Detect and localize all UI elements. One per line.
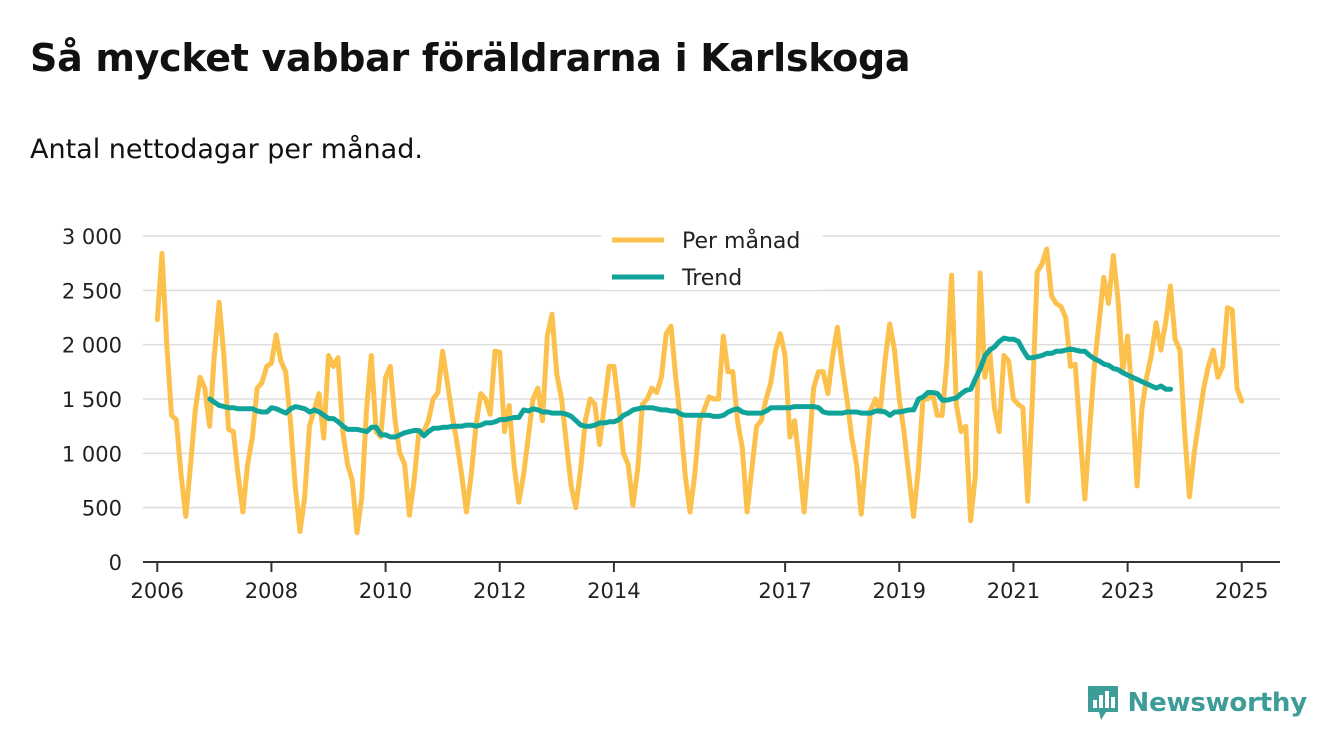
chart-subtitle: Antal nettodagar per månad.: [30, 134, 423, 165]
x-tick-label: 2006: [131, 579, 184, 603]
series-layer: [154, 246, 1245, 536]
series-line-per-manad: [154, 246, 1245, 536]
y-tick-label: 0: [109, 551, 122, 575]
legend: Per månad Trend: [601, 224, 823, 291]
y-tick-label: 3 000: [62, 225, 122, 249]
x-tick-label: 2008: [245, 579, 298, 603]
bar-chart-logo-icon: [1087, 686, 1118, 720]
x-axis-ticks: 2006 2008 2010 2012 2014 2017 2019 2021 2023 2025: [131, 562, 1268, 603]
y-axis-ticks: 0 500 1 000 1 500 2 000 2 500 3 000: [62, 225, 122, 575]
x-tick-label: 2023: [1101, 579, 1154, 603]
y-tick-label: 500: [82, 497, 122, 521]
x-tick-label: 2014: [587, 579, 640, 603]
brand-name: Newsworthy: [1127, 688, 1308, 718]
y-tick-label: 2 500: [62, 279, 122, 303]
legend-label-trend: Trend: [681, 266, 742, 291]
series-line-trend: [207, 335, 1174, 440]
y-tick-label: 1 500: [62, 388, 122, 412]
x-tick-label: 2017: [758, 579, 811, 603]
y-tick-label: 2 000: [62, 334, 122, 358]
x-tick-label: 2019: [873, 579, 926, 603]
x-tick-label: 2010: [359, 579, 412, 603]
brand-logo: Newsworthy: [1086, 684, 1307, 722]
y-tick-label: 1 000: [62, 442, 122, 466]
x-tick-label: 2012: [473, 579, 526, 603]
legend-label-per-manad: Per månad: [682, 228, 800, 254]
x-tick-label: 2025: [1215, 579, 1268, 603]
x-tick-label: 2021: [987, 579, 1040, 603]
chart-title: Så mycket vabbar föräldrarna i Karlskoga: [30, 36, 911, 80]
